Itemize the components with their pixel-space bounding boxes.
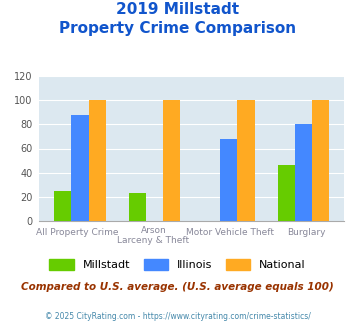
- Legend: Millstadt, Illinois, National: Millstadt, Illinois, National: [45, 255, 310, 275]
- Text: © 2025 CityRating.com - https://www.cityrating.com/crime-statistics/: © 2025 CityRating.com - https://www.city…: [45, 312, 310, 321]
- Bar: [54, 191, 71, 221]
- Text: Burglary: Burglary: [287, 228, 326, 237]
- Bar: [312, 100, 329, 221]
- Bar: [71, 115, 88, 221]
- Bar: [295, 124, 312, 221]
- Bar: [129, 193, 146, 221]
- Text: Compared to U.S. average. (U.S. average equals 100): Compared to U.S. average. (U.S. average …: [21, 282, 334, 292]
- Bar: [220, 139, 237, 221]
- Bar: [88, 100, 106, 221]
- Text: 2019 Millstadt: 2019 Millstadt: [116, 2, 239, 16]
- Text: Motor Vehicle Theft: Motor Vehicle Theft: [186, 228, 274, 237]
- Text: Larceny & Theft: Larceny & Theft: [118, 236, 190, 245]
- Bar: [278, 165, 295, 221]
- Bar: [163, 100, 180, 221]
- Text: Property Crime Comparison: Property Crime Comparison: [59, 21, 296, 36]
- Text: All Property Crime: All Property Crime: [36, 228, 119, 237]
- Text: Arson: Arson: [141, 226, 166, 235]
- Bar: [237, 100, 255, 221]
